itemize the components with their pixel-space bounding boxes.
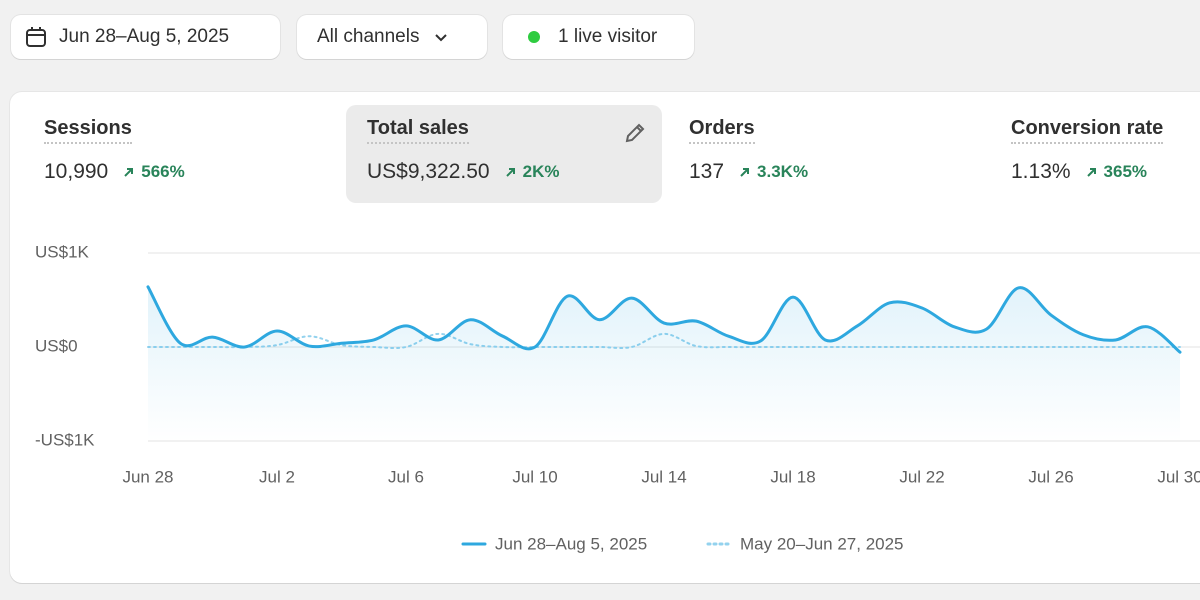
x-tick-label: Jul 2 bbox=[259, 467, 295, 486]
metric-value: US$9,322.50 bbox=[367, 160, 490, 183]
x-tick-label: Jul 30 bbox=[1157, 467, 1200, 486]
date-range-button[interactable]: Jun 28–Aug 5, 2025 bbox=[11, 15, 280, 59]
up-arrow-icon bbox=[124, 168, 134, 177]
metric[interactable]: Orders 137 3.3K% bbox=[689, 105, 1005, 203]
chevron-icon bbox=[435, 34, 448, 42]
x-tick-label: Jul 14 bbox=[641, 467, 686, 486]
y-tick-label: US$1K bbox=[35, 242, 90, 261]
metric-change: 365% bbox=[1103, 162, 1148, 181]
up-arrow-icon bbox=[740, 168, 750, 177]
live-dot bbox=[528, 31, 540, 43]
metric-label: Sessions bbox=[44, 117, 132, 144]
area bbox=[148, 286, 1180, 441]
live-visitor-text: 1 live visitor bbox=[558, 26, 658, 47]
channels-text: All channels bbox=[317, 26, 420, 47]
channels-button[interactable]: All channels bbox=[297, 15, 487, 59]
metric-label: Total sales bbox=[367, 117, 469, 144]
calendar-icon bbox=[26, 27, 46, 47]
y-tick-label: -US$1K bbox=[35, 430, 95, 449]
x-tick-label: Jul 22 bbox=[899, 467, 944, 486]
metric-change: 3.3K% bbox=[757, 162, 809, 181]
up-arrow-icon bbox=[505, 168, 515, 177]
legend-label: May 20–Jun 27, 2025 bbox=[740, 534, 904, 553]
metric-value: 10,990 bbox=[44, 160, 109, 183]
metric-label: Conversion rate bbox=[1011, 117, 1164, 144]
x-tick-label: Jul 26 bbox=[1028, 467, 1073, 486]
x-tick-label: Jul 6 bbox=[388, 467, 424, 486]
metric-label: Orders bbox=[689, 117, 755, 144]
metric-value: 137 bbox=[689, 160, 725, 183]
line bbox=[146, 285, 1182, 354]
legend-label: Jun 28–Aug 5, 2025 bbox=[495, 534, 647, 553]
date-range-text: Jun 28–Aug 5, 2025 bbox=[59, 26, 230, 47]
metric-selected[interactable]: Total sales US$9,322.50 2K% bbox=[346, 105, 662, 203]
edit-icon[interactable] bbox=[623, 121, 647, 145]
y-tick-label: US$0 bbox=[35, 336, 78, 355]
x-tick-label: Jun 28 bbox=[122, 467, 173, 486]
metric-change: 2K% bbox=[522, 162, 560, 181]
metric[interactable]: Conversion rate 1.13% 365% bbox=[1011, 105, 1200, 203]
live-visitor-button[interactable]: 1 live visitor bbox=[503, 15, 694, 59]
up-arrow-icon bbox=[1086, 168, 1096, 177]
metric[interactable]: Sessions 10,990 566% bbox=[44, 105, 360, 203]
metric-change: 566% bbox=[141, 162, 185, 181]
metric-value: 1.13% bbox=[1011, 160, 1071, 183]
plot bbox=[146, 285, 1182, 441]
x-tick-label: Jul 10 bbox=[512, 467, 557, 486]
x-tick-label: Jul 18 bbox=[770, 467, 815, 486]
